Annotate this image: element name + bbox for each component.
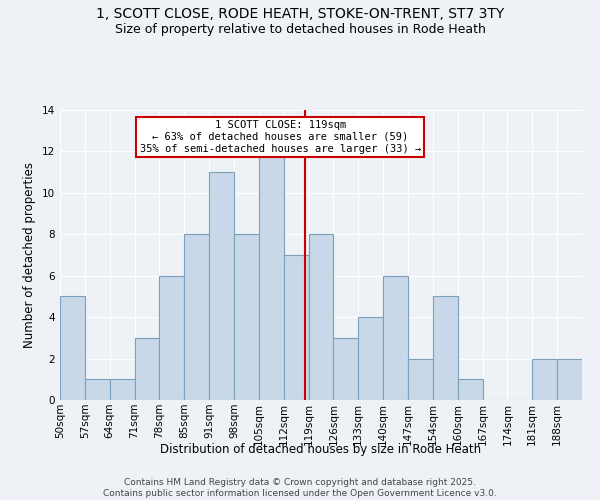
Bar xyxy=(209,172,234,400)
Text: Distribution of detached houses by size in Rode Heath: Distribution of detached houses by size … xyxy=(160,442,482,456)
Bar xyxy=(284,255,308,400)
Bar xyxy=(110,380,134,400)
Bar xyxy=(532,358,557,400)
Bar xyxy=(358,317,383,400)
Y-axis label: Number of detached properties: Number of detached properties xyxy=(23,162,37,348)
Bar xyxy=(383,276,408,400)
Bar xyxy=(408,358,433,400)
Text: Contains HM Land Registry data © Crown copyright and database right 2025.
Contai: Contains HM Land Registry data © Crown c… xyxy=(103,478,497,498)
Bar xyxy=(160,276,184,400)
Text: 1, SCOTT CLOSE, RODE HEATH, STOKE-ON-TRENT, ST7 3TY: 1, SCOTT CLOSE, RODE HEATH, STOKE-ON-TRE… xyxy=(96,8,504,22)
Bar xyxy=(458,380,482,400)
Bar xyxy=(85,380,110,400)
Bar xyxy=(334,338,358,400)
Bar xyxy=(184,234,209,400)
Bar xyxy=(134,338,160,400)
Bar xyxy=(234,234,259,400)
Bar xyxy=(308,234,334,400)
Text: Size of property relative to detached houses in Rode Heath: Size of property relative to detached ho… xyxy=(115,22,485,36)
Bar xyxy=(433,296,458,400)
Bar xyxy=(259,152,284,400)
Text: 1 SCOTT CLOSE: 119sqm
← 63% of detached houses are smaller (59)
35% of semi-deta: 1 SCOTT CLOSE: 119sqm ← 63% of detached … xyxy=(140,120,421,154)
Bar xyxy=(557,358,582,400)
Bar xyxy=(60,296,85,400)
